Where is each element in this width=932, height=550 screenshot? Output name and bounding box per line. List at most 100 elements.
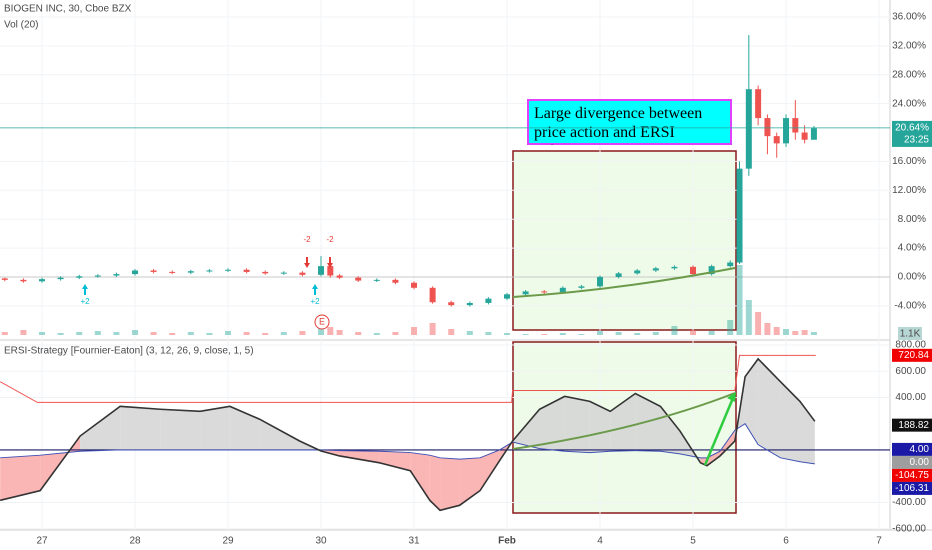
candle-body xyxy=(392,279,399,283)
volume-bar xyxy=(336,330,343,335)
area-fill xyxy=(200,406,230,450)
volume-bar xyxy=(76,332,83,335)
volume-bar xyxy=(150,332,157,335)
y-tick-label: 800.00 xyxy=(895,340,926,351)
candle-body xyxy=(671,266,678,269)
last-price-label: 20.64% xyxy=(895,123,929,134)
indicator-line xyxy=(0,422,815,465)
volume-bar xyxy=(615,332,622,335)
volume-bar xyxy=(355,332,362,335)
volume-bar xyxy=(1,332,8,335)
volume-bar xyxy=(94,331,101,335)
candle-body xyxy=(597,276,604,287)
candle-body xyxy=(727,262,734,267)
candle-body xyxy=(280,272,287,274)
x-tick-label: Feb xyxy=(498,536,516,547)
area-fill xyxy=(745,358,759,445)
candle-body xyxy=(485,298,492,303)
indicator-line xyxy=(0,354,816,403)
axis-marker-box xyxy=(892,481,932,495)
area-fill xyxy=(539,396,565,452)
y-tick-label: 36.00% xyxy=(892,12,926,23)
volume-bar xyxy=(411,327,418,335)
divergence-curve xyxy=(512,392,736,450)
axis-marker-label: 720.84 xyxy=(898,350,929,361)
volume-bar xyxy=(318,325,325,335)
area-fill xyxy=(429,455,441,511)
area-fill xyxy=(589,401,611,453)
candle-body xyxy=(150,270,157,272)
candle-body xyxy=(578,286,585,288)
candle-body xyxy=(169,271,176,273)
volume-bar xyxy=(773,327,780,335)
volume-bar xyxy=(327,327,334,335)
y-tick-label: 8.00% xyxy=(898,214,926,225)
area-fill xyxy=(339,450,380,463)
volume-bar xyxy=(541,334,548,335)
candle-body xyxy=(336,275,343,278)
volume-bar xyxy=(206,333,213,335)
indicator-line xyxy=(0,357,816,512)
x-tick-label: 5 xyxy=(690,536,696,547)
y-tick-label: 16.00% xyxy=(892,156,926,167)
earnings-label: E xyxy=(319,316,325,326)
x-tick-label: 27 xyxy=(36,536,48,547)
candle-body xyxy=(559,287,566,293)
candle-body xyxy=(783,118,790,144)
area-fill xyxy=(40,436,81,491)
area-fill xyxy=(379,451,411,471)
candle-body xyxy=(411,282,418,288)
area-fill xyxy=(440,457,460,511)
candle-body xyxy=(243,269,250,272)
annotation-box: Large divergence between price action an… xyxy=(527,99,732,145)
candle-body xyxy=(792,118,799,133)
earnings-marker xyxy=(314,314,330,330)
candle-body xyxy=(690,266,697,275)
candle-body xyxy=(755,89,762,119)
volume-bar xyxy=(280,332,287,335)
y-tick-label: 0.00% xyxy=(898,272,926,283)
volume-bar xyxy=(39,332,46,335)
x-tick-label: 7 xyxy=(876,536,882,547)
x-tick-label: 28 xyxy=(129,536,141,547)
y-tick-label: -4.00% xyxy=(894,301,926,312)
buy-arrow xyxy=(82,284,88,295)
volume-bar xyxy=(485,332,492,335)
area-fill xyxy=(660,406,680,454)
volume-title: Vol (20) xyxy=(4,20,38,31)
candle-body xyxy=(773,136,780,144)
volume-bar xyxy=(634,333,641,335)
area-fill xyxy=(80,406,121,452)
candle-body xyxy=(522,291,529,295)
axis-marker-label: -104.75 xyxy=(895,470,929,481)
candle-body xyxy=(801,132,808,140)
volume-bar xyxy=(392,332,399,335)
background-layer xyxy=(0,0,890,530)
indicator-title: ERSI-Strategy [Fournier-Eaton] (3, 12, 2… xyxy=(4,346,254,357)
countdown-label: 23:25 xyxy=(904,135,929,146)
area-fill xyxy=(120,406,161,450)
area-fill xyxy=(610,393,636,452)
candle-body xyxy=(206,270,213,272)
candle-body xyxy=(299,272,306,275)
y-tick-label: -400.00 xyxy=(892,497,926,508)
area-fill xyxy=(0,455,41,501)
volume-bar xyxy=(466,331,473,335)
candle-body xyxy=(76,276,83,278)
y-tick-label: 32.00% xyxy=(892,41,926,52)
area-fill xyxy=(780,381,800,462)
x-tick-label: 30 xyxy=(315,536,327,547)
y-tick-label: 600.00 xyxy=(895,366,926,377)
candle-body xyxy=(225,269,232,271)
divergence-curve xyxy=(512,267,736,298)
volume-bar xyxy=(187,332,194,335)
y-tick-label: 28.00% xyxy=(892,69,926,80)
candle-body xyxy=(20,279,27,282)
area-fill xyxy=(410,452,430,501)
area-fill xyxy=(758,358,781,458)
x-tick-label: 4 xyxy=(597,536,603,547)
area-fill xyxy=(706,451,720,466)
candle-body xyxy=(448,302,455,306)
buy-signal: +2 xyxy=(310,297,320,306)
